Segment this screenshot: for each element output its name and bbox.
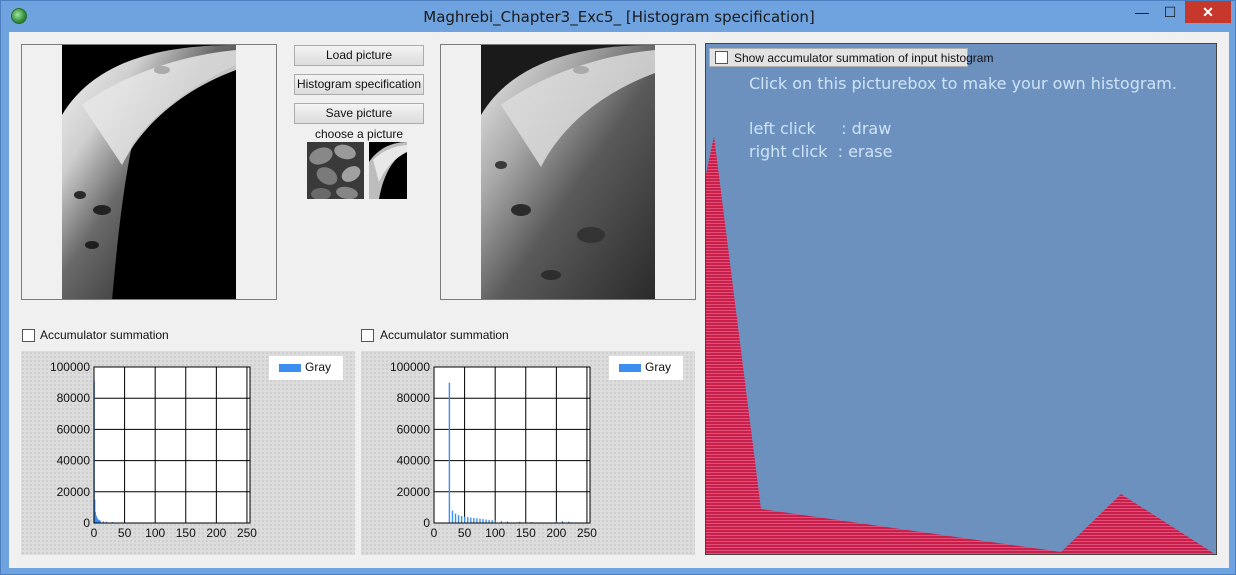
histogram-bar	[494, 520, 496, 523]
gray-legend-swatch	[279, 364, 301, 372]
y-tick-label: 80000	[57, 391, 91, 405]
hint-left-click: left click : draw	[749, 119, 892, 138]
histogram-bar	[500, 521, 503, 523]
histogram-bar	[460, 515, 463, 523]
histogram-draw-picturebox[interactable]: Show accumulator summation of input hist…	[705, 43, 1217, 555]
moon-thumbnail[interactable]	[369, 142, 407, 199]
output-image	[481, 45, 655, 299]
title-bar[interactable]: Maghrebi_Chapter3_Exc5_ [Histogram speci…	[1, 1, 1236, 33]
hint-instructions: Click on this picturebox to make your ow…	[749, 74, 1177, 93]
x-tick-label: 150	[176, 526, 196, 540]
left-accumulator-checkbox[interactable]	[22, 329, 35, 342]
show-accumulator-option[interactable]: Show accumulator summation of input hist…	[709, 48, 993, 67]
show-accumulator-label: Show accumulator summation of input hist…	[734, 51, 994, 65]
y-tick-label: 0	[423, 516, 430, 530]
histogram-bar	[454, 513, 457, 523]
histogram-bar	[94, 499, 96, 523]
load-picture-button[interactable]: Load picture	[294, 45, 424, 66]
histogram-bar	[473, 518, 475, 523]
y-tick-label: 20000	[57, 485, 91, 499]
plot-area	[94, 367, 250, 523]
histogram-specification-button[interactable]: Histogram specification	[294, 74, 424, 95]
gray-legend-label: Gray	[305, 360, 332, 374]
histogram-bar	[476, 518, 478, 523]
y-tick-label: 40000	[397, 454, 431, 468]
x-tick-label: 200	[546, 526, 566, 540]
x-tick-label: 50	[458, 526, 472, 540]
output-chart-legend: Gray	[609, 356, 683, 380]
y-tick-label: 40000	[57, 454, 91, 468]
input-histogram-chart: 0 20000 40000 60000 80000 100000 0 50 100 150 200 2…	[21, 351, 355, 555]
x-tick-label: 250	[237, 526, 257, 540]
right-accumulator-checkbox[interactable]	[361, 329, 374, 342]
histogram-bar	[488, 519, 490, 523]
histogram-bar	[470, 517, 472, 523]
histogram-bar	[457, 515, 460, 523]
moon-image	[369, 142, 407, 199]
histogram-bar	[105, 521, 108, 523]
input-histogram-plot: 0 20000 40000 60000 80000 100000 0 50 100 150 200 2…	[50, 360, 257, 540]
window-title: Maghrebi_Chapter3_Exc5_ [Histogram speci…	[423, 8, 815, 26]
histogram-bar	[485, 519, 487, 523]
x-tick-label: 0	[91, 526, 98, 540]
histogram-bar	[451, 510, 454, 523]
x-tick-label: 100	[485, 526, 505, 540]
gray-legend-label: Gray	[645, 360, 672, 374]
histogram-bar	[463, 516, 466, 523]
y-tick-label: 20000	[397, 485, 431, 499]
histogram-bar	[555, 521, 558, 523]
save-picture-button[interactable]: Save picture	[294, 103, 424, 124]
right-accumulator-label: Accumulator summation	[380, 328, 509, 342]
y-tick-label: 100000	[390, 360, 430, 374]
y-tick-label: 60000	[397, 422, 431, 436]
beans-thumbnail[interactable]	[307, 142, 364, 199]
close-button[interactable]: ✕	[1185, 1, 1231, 23]
histogram-bar	[467, 517, 469, 523]
x-tick-label: 100	[145, 526, 165, 540]
histogram-bar	[448, 382, 451, 523]
histogram-bar	[519, 521, 521, 523]
choose-picture-label: choose a picture	[315, 127, 404, 141]
output-picturebox[interactable]	[440, 44, 696, 300]
beans-image	[307, 142, 364, 199]
minimize-button[interactable]: —	[1135, 4, 1149, 20]
input-chart-legend: Gray	[269, 356, 343, 380]
histogram-bar	[102, 521, 104, 523]
drawn-histogram	[706, 136, 1215, 554]
histogram-bar	[506, 521, 509, 523]
show-accumulator-checkbox[interactable]	[715, 51, 728, 64]
y-tick-label: 80000	[397, 391, 431, 405]
histogram-bar	[567, 521, 570, 523]
x-tick-label: 50	[118, 526, 132, 540]
histogram-bar	[99, 520, 101, 523]
x-tick-label: 0	[431, 526, 438, 540]
plot-area	[434, 367, 590, 523]
input-picturebox[interactable]	[21, 44, 277, 300]
gray-legend-swatch	[619, 364, 641, 372]
output-histogram-plot: 0 20000 40000 60000 80000 100000 0 50 100 150 200 2…	[390, 360, 597, 540]
output-histogram-chart: 0 20000 40000 60000 80000 100000 0 50 100 150 200 2…	[361, 351, 695, 555]
app-icon	[11, 8, 27, 24]
histogram-bar	[97, 519, 99, 523]
drawn-histogram-area	[706, 136, 1215, 554]
histogram-bar	[479, 518, 481, 523]
hint-right-click: right click : erase	[749, 142, 893, 161]
plot-border	[93, 366, 251, 524]
x-tick-label: 200	[206, 526, 226, 540]
input-image	[62, 45, 236, 299]
y-tick-label: 60000	[57, 422, 91, 436]
histogram-bar	[482, 519, 484, 523]
histogram-bar	[98, 519, 100, 523]
histogram-bar	[561, 521, 564, 523]
y-tick-label: 100000	[50, 360, 90, 374]
left-accumulator-label: Accumulator summation	[40, 328, 169, 342]
histogram-bar	[491, 520, 493, 523]
x-tick-label: 150	[516, 526, 536, 540]
y-tick-label: 0	[83, 516, 90, 530]
plot-border	[433, 366, 591, 524]
maximize-button[interactable]: ☐	[1163, 4, 1177, 20]
client-area: Load picture Histogram specification Sav…	[9, 32, 1229, 568]
x-tick-label: 250	[577, 526, 597, 540]
